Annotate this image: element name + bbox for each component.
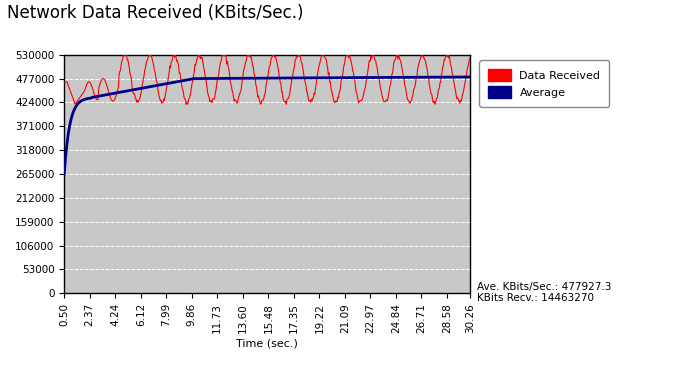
Text: Ave. KBits/Sec.: 477927.3
KBits Recv.: 14463270: Ave. KBits/Sec.: 477927.3 KBits Recv.: 1…	[477, 282, 611, 303]
Legend: Data Received, Average: Data Received, Average	[479, 60, 609, 106]
X-axis label: Time (sec.): Time (sec.)	[236, 338, 298, 348]
Text: Network Data Received (KBits/Sec.): Network Data Received (KBits/Sec.)	[7, 4, 304, 22]
